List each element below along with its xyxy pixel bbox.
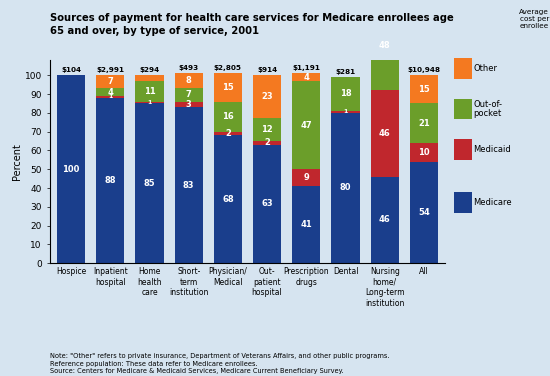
Text: 46: 46 (379, 215, 390, 224)
Text: $914: $914 (257, 67, 277, 73)
Text: 63: 63 (261, 200, 273, 208)
Text: 7: 7 (107, 77, 113, 86)
Bar (96, 96, 124, 98)
Bar (174, 88, 203, 102)
Text: $1,191: $1,191 (293, 65, 320, 71)
Text: 15: 15 (222, 83, 234, 92)
Text: 15: 15 (418, 85, 430, 94)
Bar (410, 162, 438, 263)
Bar (96, 75, 124, 88)
Text: Sources of payment for health care services for Medicare enrollees age: Sources of payment for health care servi… (50, 13, 453, 23)
Text: 16: 16 (222, 112, 234, 121)
Text: 46: 46 (379, 129, 390, 138)
Text: $294: $294 (139, 67, 160, 73)
Text: $281: $281 (336, 69, 356, 75)
Text: 3: 3 (186, 100, 191, 109)
Bar (135, 102, 163, 103)
Bar (174, 102, 203, 107)
Bar (253, 145, 281, 263)
Text: 100: 100 (62, 165, 80, 174)
Text: Medicaid: Medicaid (473, 145, 511, 154)
Text: $2,991: $2,991 (96, 67, 124, 73)
Text: 18: 18 (340, 89, 351, 99)
Bar (332, 113, 360, 263)
Text: Out-of-
pocket: Out-of- pocket (473, 100, 502, 118)
Bar (96, 98, 124, 263)
Text: $104: $104 (61, 67, 81, 73)
Text: 1: 1 (343, 109, 348, 114)
Y-axis label: Percent: Percent (12, 143, 22, 180)
Text: $2,805: $2,805 (214, 65, 242, 71)
Text: 83: 83 (183, 181, 195, 190)
Text: 2: 2 (225, 129, 231, 138)
Text: Medicare: Medicare (473, 198, 512, 207)
Bar (410, 75, 438, 103)
Bar (214, 135, 242, 263)
Text: $10,948: $10,948 (408, 67, 441, 73)
Bar (135, 103, 163, 263)
Text: 68: 68 (222, 195, 234, 204)
Bar (253, 75, 281, 118)
Bar (292, 169, 321, 186)
Text: 48: 48 (379, 41, 390, 50)
Bar (214, 132, 242, 135)
Text: 41: 41 (300, 220, 312, 229)
Bar (253, 141, 281, 145)
Bar (371, 90, 399, 177)
Text: 88: 88 (104, 176, 116, 185)
Text: $493: $493 (179, 65, 199, 71)
Bar (135, 81, 163, 102)
Text: Other: Other (473, 64, 497, 73)
Text: 7: 7 (186, 91, 191, 99)
Text: 10: 10 (418, 148, 430, 157)
Text: Average
cost per
enrollee: Average cost per enrollee (519, 9, 549, 29)
Text: 11: 11 (144, 87, 155, 96)
Bar (332, 77, 360, 111)
Text: 21: 21 (418, 119, 430, 127)
Text: 80: 80 (340, 183, 351, 193)
Bar (332, 111, 360, 113)
Bar (214, 73, 242, 102)
Bar (410, 143, 438, 162)
Bar (214, 102, 242, 132)
Text: 1: 1 (108, 94, 112, 99)
Bar (371, 0, 399, 90)
Text: 85: 85 (144, 179, 155, 188)
Text: Note: "Other" refers to private insurance, Department of Veterans Affairs, and o: Note: "Other" refers to private insuranc… (50, 353, 389, 374)
Text: 8: 8 (186, 76, 191, 85)
Text: 54: 54 (418, 208, 430, 217)
Text: 9: 9 (304, 173, 309, 182)
Bar (292, 81, 321, 169)
Bar (292, 186, 321, 263)
Bar (57, 75, 85, 263)
Text: 47: 47 (300, 121, 312, 129)
Bar (96, 88, 124, 96)
Bar (174, 73, 203, 88)
Text: 12: 12 (261, 125, 273, 134)
Text: 4: 4 (107, 88, 113, 97)
Bar (410, 103, 438, 143)
Text: 2: 2 (264, 138, 270, 147)
Text: 23: 23 (261, 92, 273, 101)
Bar (292, 73, 321, 81)
Text: 4: 4 (304, 73, 309, 82)
Bar (174, 107, 203, 263)
Bar (253, 118, 281, 141)
Text: 65 and over, by type of service, 2001: 65 and over, by type of service, 2001 (50, 26, 258, 36)
Bar (135, 75, 163, 81)
Bar (371, 177, 399, 263)
Text: 1: 1 (147, 100, 152, 105)
